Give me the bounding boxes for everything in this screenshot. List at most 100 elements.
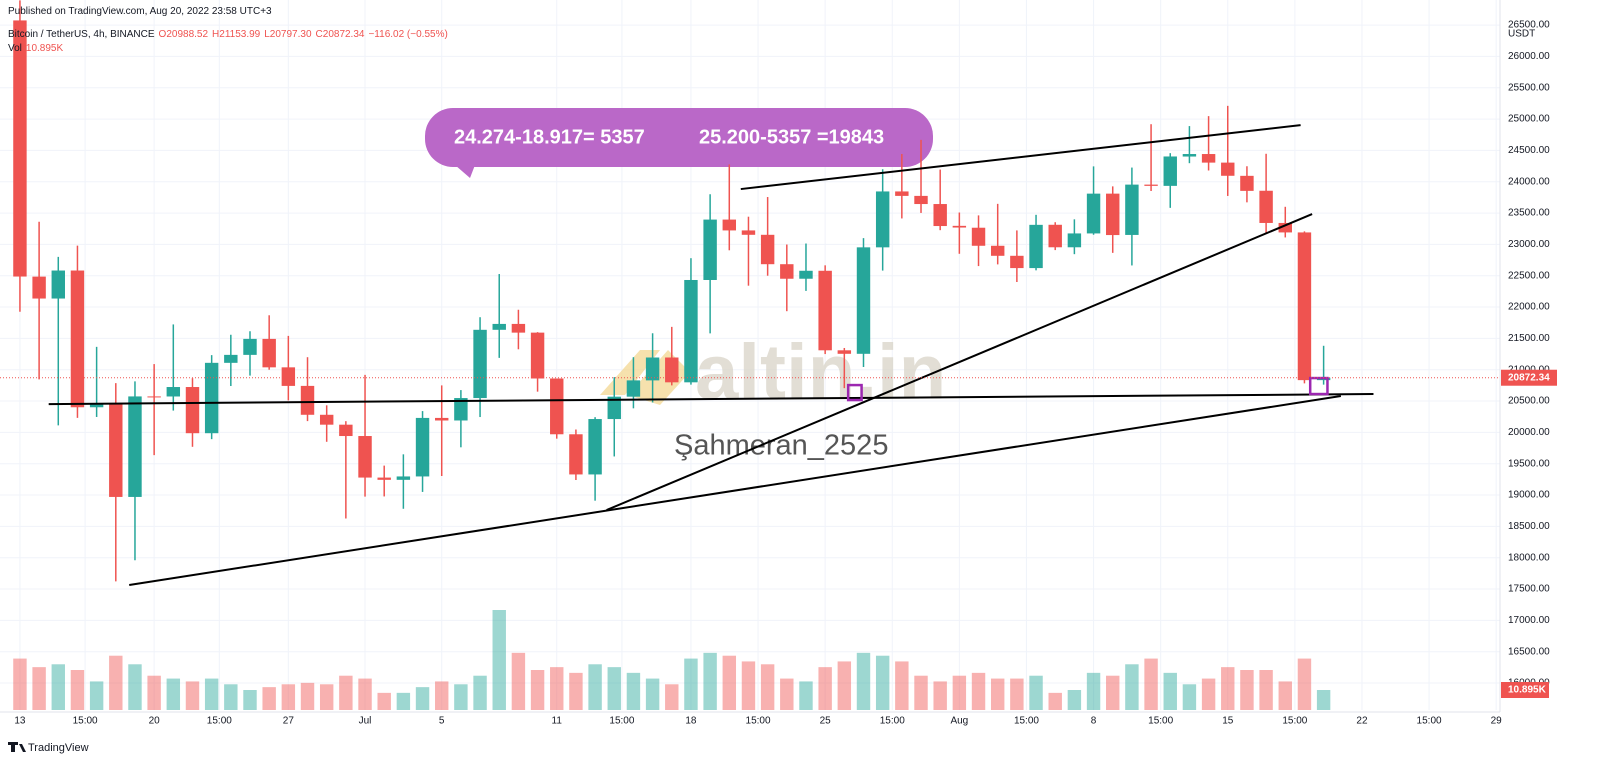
volume-bar	[1067, 690, 1082, 710]
candle-body	[396, 476, 411, 480]
candle-body	[492, 323, 506, 330]
volume-bar	[1259, 670, 1273, 710]
volume-bar	[1086, 672, 1101, 710]
candle-body	[1086, 193, 1101, 234]
brand: TradingView	[28, 742, 89, 754]
candle-body	[588, 419, 602, 475]
last-price-label: 20872.34	[1508, 372, 1550, 383]
candle-body	[780, 264, 794, 279]
volume-bar	[109, 655, 123, 710]
candle-body	[377, 477, 391, 480]
candle-body	[626, 380, 641, 397]
volume-bar	[300, 682, 315, 710]
volume-bar	[70, 670, 85, 710]
volume-value-label: 10.895K	[1508, 685, 1547, 696]
volume-bar	[89, 681, 104, 710]
candle-body	[914, 195, 928, 205]
ohlc: C20872.34	[315, 29, 365, 40]
y-tick-label: 26500.00	[1508, 20, 1550, 31]
ohlc: L20797.30	[264, 29, 312, 40]
y-tick-label: 22000.00	[1508, 302, 1550, 313]
candle-body	[741, 230, 756, 235]
volume-bar	[780, 678, 794, 710]
annotation-text: 24.274-18.917= 5357	[454, 126, 645, 148]
volume-bar	[665, 684, 679, 710]
candle-body	[281, 367, 296, 386]
volume-value-box	[1501, 682, 1549, 698]
volume-bar	[990, 678, 1005, 710]
candle-body	[262, 338, 276, 368]
marker-box	[1308, 376, 1329, 396]
candle-body	[1125, 184, 1139, 235]
annotation-bubble	[425, 108, 933, 167]
x-tick-label: 22	[1356, 716, 1368, 727]
published: Published on TradingView.com, Aug 20, 20…	[8, 6, 272, 17]
candle-body	[70, 270, 85, 408]
volume-bar	[741, 661, 756, 710]
volume-bar	[1182, 684, 1197, 710]
x-tick-label: 15:00	[880, 716, 905, 727]
volume-bar	[415, 687, 430, 710]
volume-bar	[204, 678, 219, 710]
volume-bar	[645, 678, 660, 710]
candle-body	[952, 225, 967, 228]
candle-body	[1278, 222, 1292, 233]
volume-bar	[914, 675, 928, 710]
volume-bar	[588, 664, 602, 710]
x-tick-label: 15:00	[1148, 716, 1173, 727]
volume-bar	[1278, 681, 1292, 710]
volume-bar	[1221, 667, 1235, 710]
candle-body	[128, 396, 142, 497]
candle-body	[1182, 154, 1197, 157]
volume-bar	[933, 681, 947, 710]
volume-bar	[1240, 670, 1254, 710]
legend: Bitcoin / TetherUS, 4h, BINANCE O20988.52…	[8, 29, 452, 40]
candle-body	[511, 323, 526, 333]
volume-bar	[799, 681, 813, 710]
y-tick-label: 20000.00	[1508, 427, 1550, 438]
candle-body	[1010, 255, 1024, 269]
candle-body	[1240, 175, 1254, 191]
volume-bar	[1297, 658, 1312, 710]
volume-bar	[492, 610, 506, 710]
x-tick-label: 11	[552, 716, 563, 727]
trend-line	[48, 393, 1374, 406]
candle-body	[1144, 184, 1158, 186]
volume-value: 10.895K	[25, 43, 64, 54]
volume-bar	[703, 652, 717, 710]
marker-box	[846, 383, 863, 402]
y-tick-label: 24000.00	[1508, 176, 1550, 187]
candle-body	[799, 270, 813, 279]
x-tick-label: 13	[14, 716, 26, 727]
candle-body	[684, 279, 698, 383]
volume-bar	[396, 692, 411, 710]
currency-label: USDT	[1508, 29, 1535, 40]
x-tick-label: 5	[439, 716, 445, 727]
x-tick-label: 20	[149, 716, 161, 727]
x-tick-label: 15:00	[207, 716, 232, 727]
candle-body	[32, 276, 46, 299]
ohlc: H21153.99	[212, 29, 261, 40]
volume-bar	[1144, 658, 1158, 710]
candle-body	[89, 403, 104, 408]
candle-body	[435, 417, 449, 421]
symbol: Bitcoin / TetherUS, 4h, BINANCE	[8, 29, 155, 40]
volume-bar	[281, 684, 296, 710]
y-tick-label: 19000.00	[1508, 490, 1550, 501]
candle-body	[645, 357, 660, 381]
volume-bar	[1163, 672, 1177, 710]
candle-body	[358, 436, 372, 478]
x-tick-label: 15	[1222, 716, 1234, 727]
volume-bar	[856, 652, 871, 710]
candle-body	[185, 387, 200, 434]
trend-line	[740, 124, 1301, 191]
candle-body	[204, 362, 219, 434]
candle-body	[703, 219, 717, 280]
candle-body	[473, 329, 487, 399]
candle-body	[856, 247, 871, 354]
volume-bar	[166, 678, 181, 710]
x-tick-label: 15:00	[609, 716, 634, 727]
x-tick-label: 15:00	[1014, 716, 1039, 727]
volume-bar	[722, 655, 737, 710]
